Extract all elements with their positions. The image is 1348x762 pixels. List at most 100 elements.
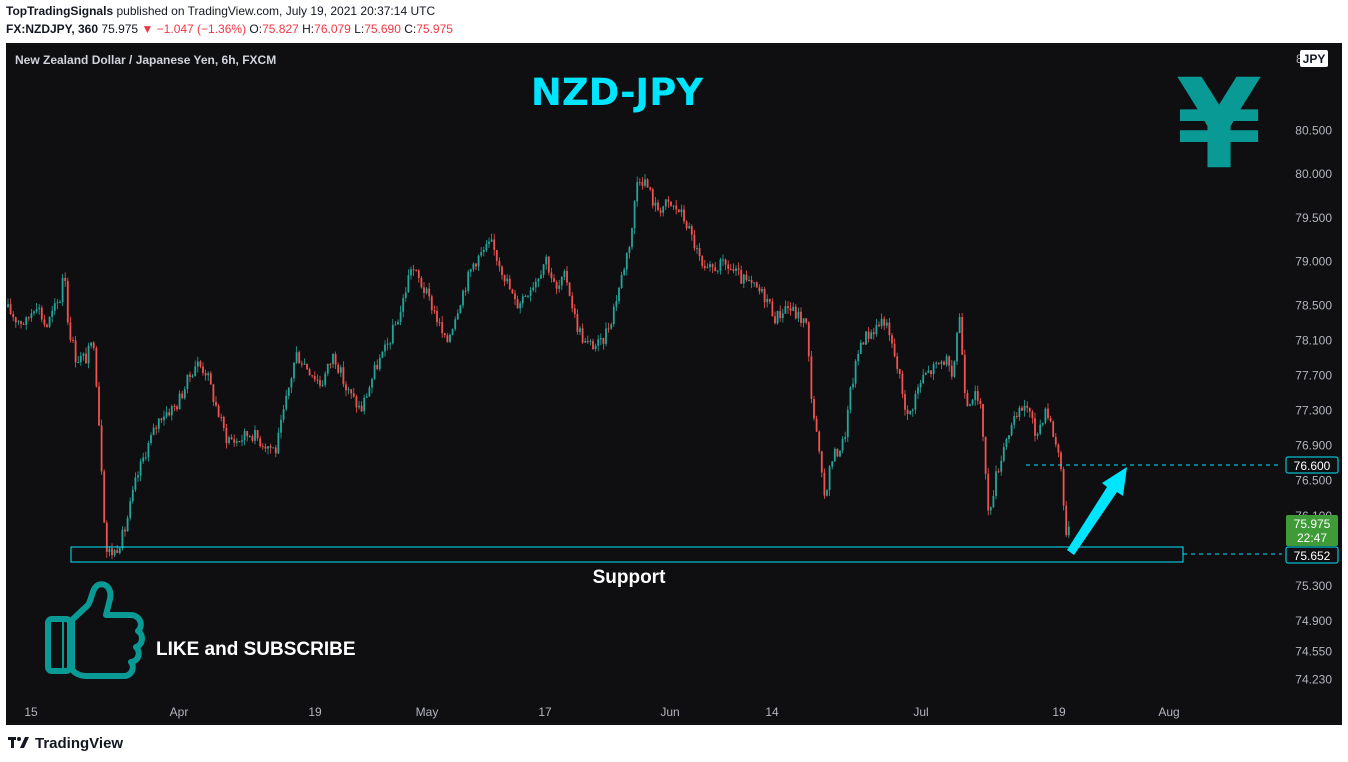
candle-body: [781, 313, 784, 318]
candle-body: [285, 395, 288, 410]
candle-body: [566, 271, 568, 283]
candle-body: [376, 364, 379, 370]
candle-body: [321, 384, 324, 386]
candle-body: [449, 334, 451, 342]
candle-body: [228, 437, 230, 443]
candle-body: [706, 267, 709, 269]
candle-body: [719, 259, 722, 271]
candle-body: [144, 457, 147, 459]
time-axis-bg[interactable]: [6, 703, 1282, 725]
candle-body: [1049, 417, 1052, 422]
candle-body: [295, 352, 298, 363]
candle-body: [508, 278, 511, 290]
candle-body: [152, 427, 155, 436]
candle-body: [995, 471, 997, 496]
candle-body: [306, 363, 308, 370]
candle-body: [615, 301, 618, 307]
candle-body: [243, 431, 246, 441]
candle-body: [586, 341, 589, 343]
candle-body: [888, 322, 891, 336]
candle-body: [326, 363, 329, 374]
candle-body: [797, 311, 800, 319]
candle-body: [462, 290, 464, 306]
candle-body: [43, 319, 46, 325]
candle-body: [116, 550, 119, 554]
candle-body: [46, 324, 48, 327]
candle-body: [485, 243, 488, 251]
candle-body: [711, 264, 714, 268]
candle-body: [1054, 436, 1057, 445]
candle-body: [1047, 408, 1049, 418]
candle-body: [142, 457, 145, 462]
candle-body: [670, 201, 672, 206]
tradingview-brand[interactable]: TradingView: [8, 735, 123, 753]
candle-body: [527, 295, 529, 297]
candle-body: [363, 397, 366, 412]
candle-body: [896, 356, 899, 370]
candle-body: [862, 342, 865, 345]
candle-body: [646, 179, 649, 188]
candle-body: [165, 412, 168, 417]
candle-body: [841, 439, 844, 451]
chart-panel[interactable]: NZD-JPY Support ¥ LIKE and SUBSCRIBE 80.…: [6, 43, 1342, 725]
candle-body: [716, 270, 719, 272]
price-axis-bg[interactable]: [1282, 43, 1342, 725]
candle-body: [360, 405, 363, 412]
y-tick-label: 79.500: [1295, 211, 1332, 225]
candle-body: [956, 333, 958, 362]
candle-body: [77, 362, 80, 364]
candle-body: [602, 338, 605, 344]
candle-body: [38, 307, 41, 310]
candle-body: [225, 427, 228, 443]
currency-badge[interactable]: JPY: [1303, 52, 1326, 66]
support-label: Support: [593, 567, 666, 588]
candle-body: [534, 281, 537, 288]
candle-body: [514, 293, 516, 300]
price-chart[interactable]: NZD-JPY Support ¥ LIKE and SUBSCRIBE 80.…: [6, 43, 1342, 725]
currency-badge-bg[interactable]: [1300, 50, 1328, 67]
candle-body: [823, 472, 826, 496]
candle-body: [373, 364, 376, 379]
candle-body: [1031, 411, 1034, 419]
last-price: 75.975: [101, 22, 139, 36]
candle-body: [1039, 424, 1042, 434]
candle-body: [1018, 407, 1021, 417]
candle-body: [727, 264, 730, 269]
candle-body: [979, 400, 982, 404]
candle-body: [698, 248, 701, 257]
candle-body: [865, 331, 867, 345]
candle-body: [215, 401, 217, 406]
candle-body: [826, 490, 828, 496]
candle-body: [254, 430, 256, 441]
candle-body: [280, 419, 282, 433]
candle-body: [399, 311, 402, 322]
candle-body: [311, 375, 314, 377]
candle-body: [927, 370, 930, 373]
candle-body: [290, 378, 293, 388]
candle-body: [181, 393, 184, 399]
candle-body: [688, 226, 691, 229]
publisher-name[interactable]: TopTradingSignals: [6, 4, 114, 18]
candle-body: [763, 289, 766, 303]
candle-body: [891, 335, 893, 344]
candle-body: [547, 256, 550, 273]
candle-body: [1034, 418, 1036, 436]
candle-body: [150, 435, 152, 444]
candle-body: [407, 275, 410, 293]
candle-body: [157, 418, 160, 429]
candle-body: [264, 446, 267, 449]
candle-body: [196, 361, 199, 367]
candle-body: [433, 310, 436, 312]
candle-body: [839, 450, 841, 457]
candle-body: [675, 205, 678, 210]
candle-body: [521, 296, 524, 304]
candle-body: [904, 394, 906, 410]
candle-body: [85, 353, 87, 364]
candle-body: [784, 306, 787, 314]
yen-icon: ¥: [1176, 53, 1262, 197]
candle-body: [53, 303, 56, 311]
candle-body: [771, 301, 774, 317]
candle-body: [121, 529, 124, 549]
candle-body: [9, 304, 12, 314]
candle-body: [293, 362, 295, 379]
